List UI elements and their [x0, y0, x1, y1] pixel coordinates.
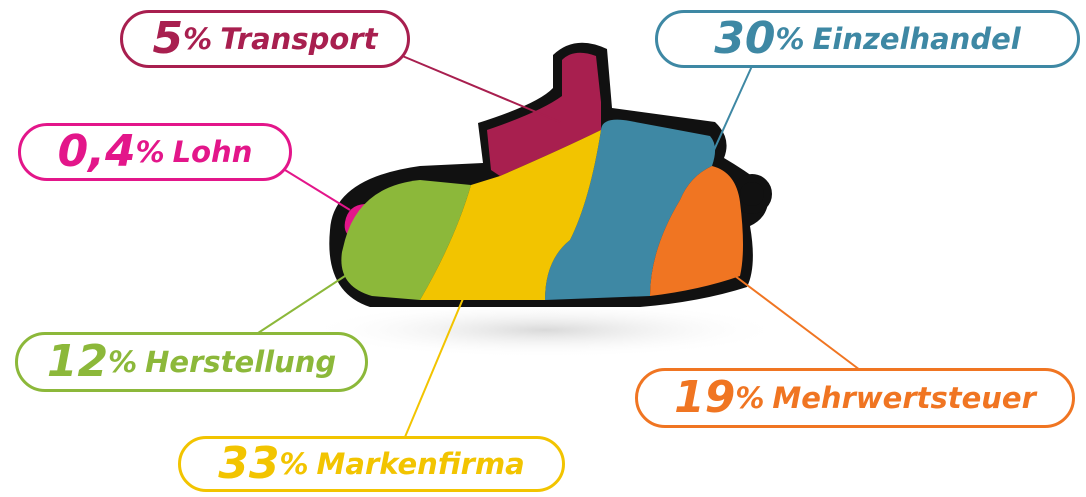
- shoe-segment: [420, 130, 601, 300]
- unit: %: [279, 447, 309, 481]
- label-pill: 5% Transport: [120, 10, 410, 68]
- category-label: Einzelhandel: [812, 22, 1021, 56]
- category-label: Lohn: [172, 135, 253, 169]
- category-label: Mehrwertsteuer: [772, 381, 1036, 415]
- category-label: Markenfirma: [316, 447, 525, 481]
- value-label: 19: [674, 372, 736, 423]
- value-label: 0,4: [57, 126, 136, 177]
- leader-line: [284, 169, 351, 211]
- label-pill: 12% Herstellung: [15, 332, 368, 392]
- unit: %: [135, 135, 165, 169]
- leader-line: [713, 65, 753, 151]
- label-pill: 33% Markenfirma: [178, 436, 565, 492]
- leader-line: [399, 54, 561, 123]
- shoe-segment: [341, 180, 471, 300]
- value-label: 33: [218, 438, 280, 489]
- unit: %: [108, 345, 138, 379]
- label-pill: 30% Einzelhandel: [655, 10, 1080, 68]
- unit: %: [183, 22, 213, 56]
- unit: %: [735, 381, 765, 415]
- leader-line: [254, 275, 346, 336]
- leader-line: [404, 281, 471, 438]
- value-label: 12: [46, 336, 109, 387]
- shoe-segment: [650, 166, 743, 296]
- unit: %: [775, 22, 805, 56]
- value-label: 5: [152, 13, 184, 64]
- label-pill: 0,4% Lohn: [18, 123, 292, 181]
- shoe-segment: [545, 119, 716, 301]
- value-label: 30: [714, 13, 776, 64]
- label-pill: 19% Mehrwertsteuer: [635, 368, 1075, 428]
- category-label: Transport: [220, 22, 378, 56]
- leader-line: [734, 275, 861, 371]
- category-label: Herstellung: [145, 345, 337, 379]
- shadow: [305, 302, 785, 358]
